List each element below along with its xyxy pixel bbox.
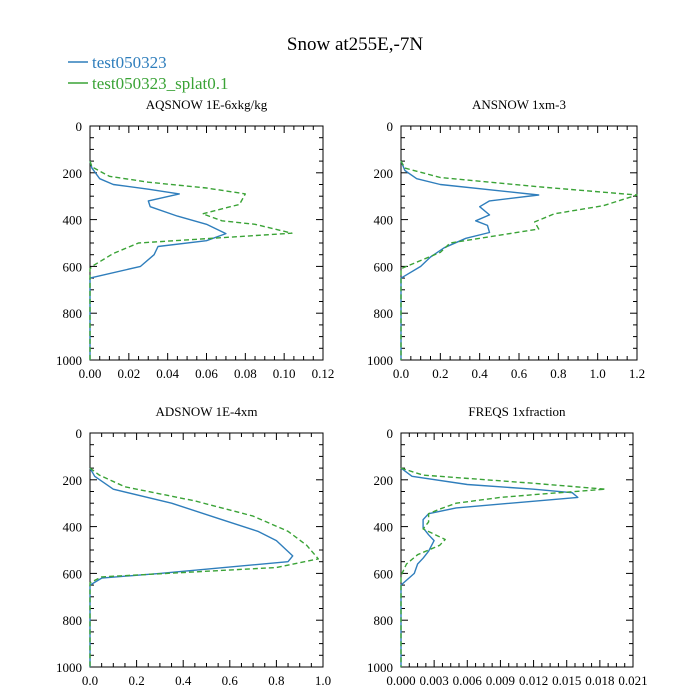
- x-tick-label-freqs: 0.015: [552, 673, 581, 688]
- plot-frame-aqsnow: [89, 125, 324, 361]
- x-tick-label-freqs: 0.012: [519, 673, 548, 688]
- x-tick-label-ansnow: 0.4: [472, 366, 489, 381]
- plot-frame-adsnow: [89, 432, 324, 668]
- panel-adsnow: ADSNOW 1E-4xm 0.0 0.2 0.4 0.6 0.8 1.0 0 200 400 60…: [56, 404, 331, 688]
- x-tick-label-freqs: 0.003: [420, 673, 449, 688]
- panel-aqsnow: AQSNOW 1E-6xkg/kg 0.00 0.02 0.04 0.06 0.08 0.1…: [56, 97, 334, 381]
- y-tick-label-aqsnow: 1000: [56, 353, 82, 368]
- panels: AQSNOW 1E-6xkg/kg0.00 0.02 0.04 0.06 0.08 0.1…: [56, 97, 648, 688]
- y-tick-label-ansnow: 400: [374, 213, 394, 228]
- x-tick-label-freqs: 0.006: [453, 673, 483, 688]
- x-tick-label-aqsnow: 0.08: [234, 366, 257, 381]
- y-tick-label-freqs: 0: [387, 426, 394, 441]
- legend-label-series-1: test050323: [92, 53, 167, 72]
- panel-title-ansnow: ANSNOW 1xm-3: [472, 97, 566, 112]
- y-tick-label-adsnow: 200: [63, 473, 83, 488]
- legend: test050323 test050323_splat0.1: [68, 53, 228, 93]
- x-tick-label-freqs: 0.000: [386, 673, 415, 688]
- y-tick-label-aqsnow: 600: [63, 259, 83, 274]
- plot-frame-freqs: [400, 432, 634, 668]
- x-tick-label-adsnow: 1.0: [315, 673, 331, 688]
- x-tick-label-aqsnow: 0.04: [156, 366, 179, 381]
- x-tick-label-ansnow: 1.0: [590, 366, 606, 381]
- series-line-2-adsnow: [89, 467, 319, 667]
- x-tick-label-aqsnow: 0.00: [79, 366, 102, 381]
- x-tick-label-aqsnow: 0.10: [273, 366, 296, 381]
- x-tick-label-aqsnow: 0.12: [312, 366, 335, 381]
- y-tick-label-adsnow: 600: [63, 566, 83, 581]
- x-tick-label-adsnow: 0.4: [175, 673, 192, 688]
- y-tick-label-aqsnow: 400: [63, 213, 83, 228]
- x-tick-label-adsnow: 0.6: [222, 673, 239, 688]
- y-tick-label-ansnow: 1000: [367, 353, 393, 368]
- x-tick-label-ansnow: 1.2: [629, 366, 645, 381]
- panel-title-adsnow: ADSNOW 1E-4xm: [156, 404, 258, 419]
- y-tick-label-aqsnow: 200: [63, 166, 83, 181]
- legend-label-series-2: test050323_splat0.1: [92, 74, 228, 93]
- x-tick-label-ansnow: 0.0: [393, 366, 409, 381]
- series-line-1-aqsnow: [89, 160, 227, 360]
- y-tick-label-ansnow: 200: [374, 166, 394, 181]
- x-tick-label-adsnow: 0.0: [82, 673, 98, 688]
- y-tick-label-freqs: 200: [374, 473, 394, 488]
- y-tick-label-adsnow: 800: [63, 613, 83, 628]
- x-tick-label-ansnow: 0.6: [511, 366, 528, 381]
- x-tick-label-ansnow: 0.8: [550, 366, 566, 381]
- panel-title-aqsnow: AQSNOW 1E-6xkg/kg: [146, 97, 268, 112]
- x-tick-label-adsnow: 0.2: [128, 673, 144, 688]
- series-line-1-ansnow: [400, 160, 540, 360]
- panel-ansnow: ANSNOW 1xm-3 0.0 0.2 0.4 0.6 0.8 1.0 1.2 0 200 400…: [367, 97, 645, 381]
- y-tick-label-freqs: 400: [374, 520, 394, 535]
- series-line-2-ansnow: [400, 160, 638, 360]
- series-line-1-freqs: [400, 467, 579, 667]
- series-line-1-adsnow: [89, 467, 294, 667]
- series-line-2-freqs: [400, 467, 607, 667]
- y-tick-label-ansnow: 600: [374, 259, 394, 274]
- y-tick-label-aqsnow: 0: [76, 119, 83, 134]
- x-tick-label-adsnow: 0.8: [268, 673, 284, 688]
- x-tick-label-aqsnow: 0.06: [195, 366, 218, 381]
- x-tick-label-freqs: 0.021: [618, 673, 647, 688]
- series-line-2-aqsnow: [89, 160, 293, 360]
- figure-title: Snow at255E,-7N: [287, 34, 423, 55]
- x-tick-label-aqsnow: 0.02: [117, 366, 140, 381]
- y-tick-label-adsnow: 400: [63, 520, 83, 535]
- x-tick-label-freqs: 0.009: [486, 673, 515, 688]
- panel-freqs: FREQS 1xfraction 0.000 0.003 0.006 0.009 0.01…: [367, 404, 648, 688]
- y-tick-label-adsnow: 1000: [56, 660, 82, 675]
- panel-title-freqs: FREQS 1xfraction: [468, 404, 566, 419]
- y-tick-label-freqs: 600: [374, 566, 394, 581]
- y-tick-label-ansnow: 0: [387, 119, 394, 134]
- x-tick-label-freqs: 0.018: [585, 673, 614, 688]
- y-tick-label-freqs: 800: [374, 613, 394, 628]
- y-tick-label-adsnow: 0: [76, 426, 83, 441]
- y-tick-label-freqs: 1000: [367, 660, 393, 675]
- y-tick-label-ansnow: 800: [374, 306, 394, 321]
- y-tick-label-aqsnow: 800: [63, 306, 83, 321]
- x-tick-label-ansnow: 0.2: [432, 366, 448, 381]
- plot-frame-ansnow: [400, 125, 638, 361]
